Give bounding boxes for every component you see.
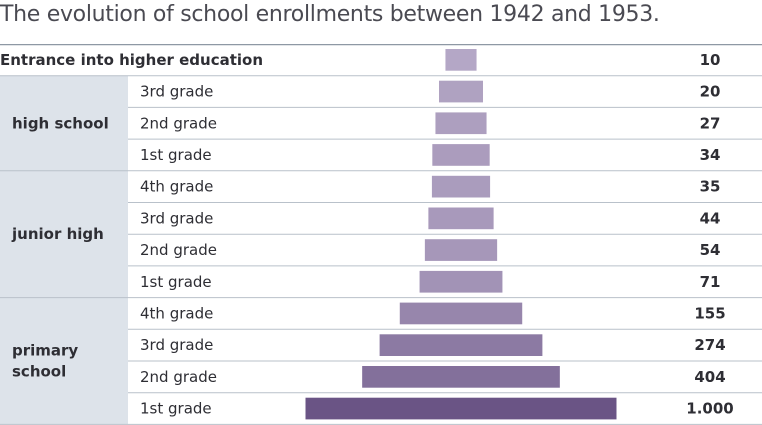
group-band-junior-high: [0, 170, 128, 298]
row-label: 2nd grade: [140, 241, 217, 259]
bar: [435, 112, 487, 135]
group-label: junior high: [11, 225, 104, 243]
row-label: 1st grade: [140, 400, 212, 418]
value-label: 404: [694, 368, 725, 386]
bar: [362, 366, 560, 388]
bar: [419, 270, 503, 293]
bar: [424, 239, 498, 261]
bar: [428, 207, 494, 230]
value-label: 274: [694, 336, 725, 354]
bar: [379, 334, 543, 356]
bar: [399, 302, 523, 325]
bar: [432, 144, 490, 166]
value-label: 155: [694, 304, 725, 322]
group-label: high school: [12, 114, 109, 132]
group-band-primary-school: [0, 297, 128, 425]
value-label: 10: [700, 51, 721, 69]
value-label: 34: [700, 146, 721, 164]
value-label: 71: [700, 273, 721, 291]
group-label: primary: [12, 342, 78, 360]
bar: [431, 175, 491, 198]
row-label: 2nd grade: [140, 368, 217, 386]
value-label: 1.000: [686, 400, 733, 418]
chart-title: The evolution of school enrollments betw…: [0, 2, 660, 27]
value-label: 44: [700, 209, 721, 227]
funnel-chart: high school junior high primary school Entra…: [0, 44, 762, 425]
bar: [439, 80, 483, 103]
value-label: 35: [700, 178, 721, 196]
row-label: 2nd grade: [140, 114, 217, 132]
row-label: Entrance into higher education: [0, 51, 263, 69]
row-label: 1st grade: [140, 146, 212, 164]
group-band-high-school: [0, 75, 128, 171]
bar: [445, 49, 477, 71]
row-label: 4th grade: [140, 178, 213, 196]
row-label: 3rd grade: [140, 336, 213, 354]
value-label: 27: [700, 114, 721, 132]
row-label: 4th grade: [140, 304, 213, 322]
value-label: 20: [700, 83, 721, 101]
row-label: 1st grade: [140, 273, 212, 291]
row-label: 3rd grade: [140, 83, 213, 101]
row-label: 3rd grade: [140, 209, 213, 227]
bar: [305, 397, 617, 420]
group-label: school: [12, 363, 66, 381]
value-label: 54: [700, 241, 721, 259]
